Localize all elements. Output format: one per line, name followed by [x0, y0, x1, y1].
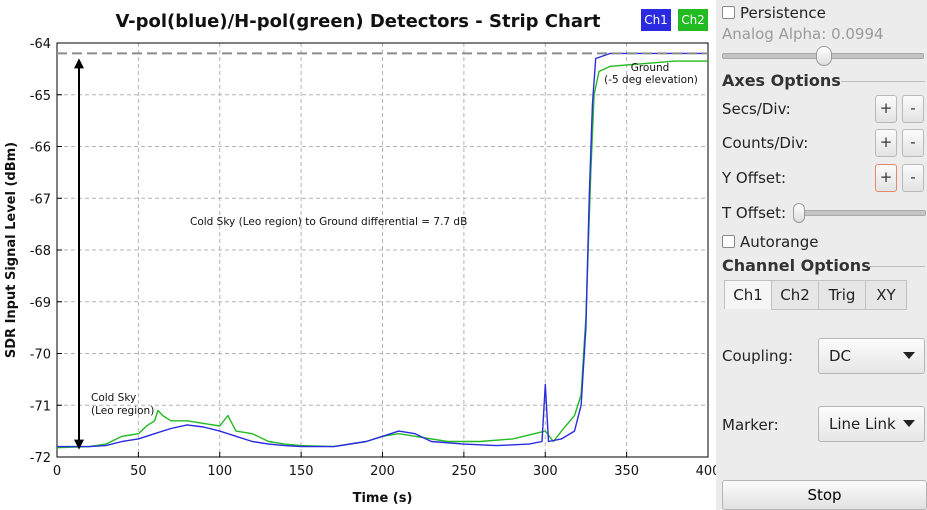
autorange-label: Autorange — [740, 233, 819, 251]
y-tick-label: -65 — [30, 89, 51, 104]
x-axis-label: Time (s) — [353, 491, 413, 506]
coupling-select[interactable]: DC — [818, 338, 925, 374]
ground-annotation-line2: (-5 deg elevation) — [604, 74, 698, 86]
tab-ch2[interactable]: Ch2 — [771, 280, 819, 310]
legend-ch2: Ch2 — [678, 9, 708, 31]
tab-xy[interactable]: XY — [865, 280, 907, 310]
channel-options-divider — [868, 266, 925, 267]
y-axis-label: SDR Input Signal Level (dBm) — [4, 142, 19, 358]
y-tick-label: -72 — [30, 451, 51, 466]
y-offset-plus-button[interactable]: + — [875, 164, 897, 192]
autorange-checkbox[interactable]: Autorange — [722, 233, 818, 251]
legend-ch1: Ch1 — [641, 9, 671, 31]
x-tick-label: 200 — [370, 464, 395, 479]
analog-alpha-label: Analog Alpha: 0.0994 — [722, 25, 884, 43]
x-tick-label: 250 — [451, 464, 476, 479]
secs-div-minus-button[interactable]: - — [902, 95, 924, 123]
counts-div-plus-button[interactable]: + — [875, 129, 897, 157]
y-tick-label: -69 — [30, 296, 51, 311]
tab-trig[interactable]: Trig — [818, 280, 866, 310]
autorange-checkbox-box[interactable] — [722, 235, 735, 248]
x-tick-label: 100 — [207, 464, 232, 479]
y-tick-label: -67 — [30, 192, 51, 207]
y-offset-minus-button[interactable]: - — [902, 164, 924, 192]
x-tick-label: 50 — [130, 464, 147, 479]
marker-value: Line Link — [829, 415, 896, 433]
marker-select[interactable]: Line Link — [818, 406, 925, 442]
x-tick-label: 400 — [696, 464, 716, 479]
marker-label: Marker: — [722, 416, 779, 434]
counts-div-minus-button[interactable]: - — [902, 129, 924, 157]
x-tick-label: 150 — [289, 464, 314, 479]
marker-chevron-down-icon — [903, 420, 915, 427]
y-tick-label: -70 — [30, 348, 51, 363]
persistence-checkbox-box[interactable] — [722, 6, 735, 19]
t-offset-label: T Offset: — [722, 204, 787, 222]
cold-sky-annotation-line1: Cold Sky — [91, 392, 136, 404]
coupling-chevron-down-icon — [903, 352, 915, 359]
t-offset-slider-track[interactable] — [796, 210, 926, 216]
y-tick-label: -64 — [30, 37, 51, 52]
stop-button[interactable]: Stop — [722, 480, 927, 510]
y-tick-label: -68 — [30, 244, 51, 259]
cold-sky-annotation-line2: (Leo region) — [91, 405, 154, 417]
control-panel: Persistence Analog Alpha: 0.0994 Axes Op… — [716, 0, 927, 510]
ground-annotation-line1: Ground — [631, 62, 670, 74]
analog-alpha-slider-knob[interactable] — [816, 46, 832, 66]
y-tick-label: -66 — [30, 141, 51, 156]
chart-title: V-pol(blue)/H-pol(green) Detectors - Str… — [116, 11, 601, 32]
axes-options-title: Axes Options — [722, 71, 841, 90]
secs-div-plus-button[interactable]: + — [875, 95, 897, 123]
t-offset-slider-knob[interactable] — [793, 203, 805, 223]
strip-chart: V-pol(blue)/H-pol(green) Detectors - Str… — [4, 11, 716, 506]
x-tick-label: 300 — [533, 464, 558, 479]
y-offset-label: Y Offset: — [722, 169, 787, 187]
secs-div-label: Secs/Div: — [722, 100, 791, 118]
plot-panel: V-pol(blue)/H-pol(green) Detectors - Str… — [0, 0, 716, 510]
axes-options-divider — [841, 81, 925, 82]
coupling-label: Coupling: — [722, 347, 794, 365]
x-tick-label: 0 — [53, 464, 61, 479]
tab-ch1[interactable]: Ch1 — [724, 280, 772, 309]
persistence-label: Persistence — [740, 4, 826, 22]
persistence-checkbox[interactable]: Persistence — [722, 4, 826, 22]
coupling-value: DC — [829, 347, 852, 365]
differential-annotation: Cold Sky (Leo region) to Ground differen… — [190, 216, 467, 228]
x-tick-label: 350 — [614, 464, 639, 479]
channel-options-title: Channel Options — [722, 256, 871, 275]
y-tick-label: -71 — [30, 399, 51, 414]
counts-div-label: Counts/Div: — [722, 134, 809, 152]
series-line-ch1 — [57, 52, 708, 448]
